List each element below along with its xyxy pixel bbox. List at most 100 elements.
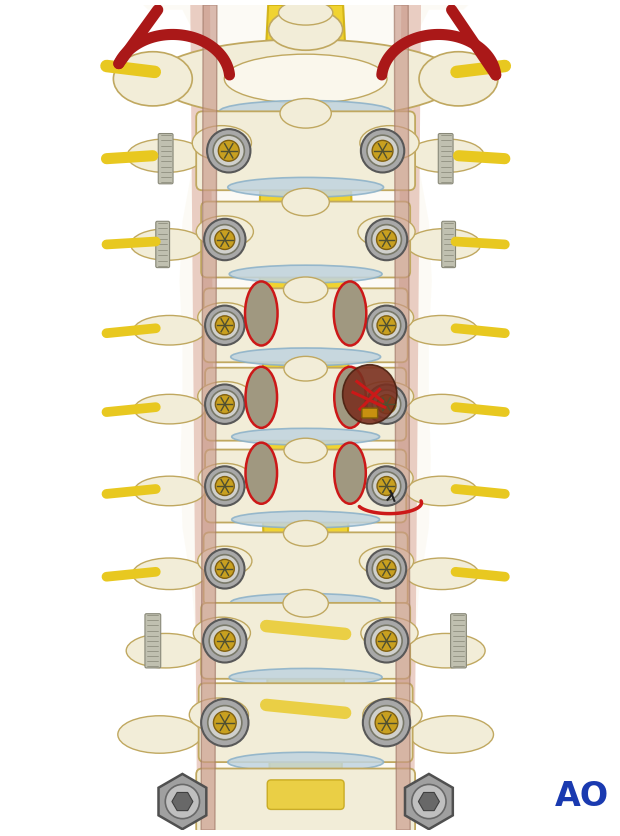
Ellipse shape <box>358 217 415 248</box>
FancyBboxPatch shape <box>205 450 406 522</box>
FancyBboxPatch shape <box>451 614 466 668</box>
Text: AO: AO <box>555 779 609 813</box>
Ellipse shape <box>405 316 478 345</box>
Ellipse shape <box>334 443 366 504</box>
Ellipse shape <box>231 594 381 611</box>
Circle shape <box>376 630 397 651</box>
Ellipse shape <box>360 303 414 333</box>
Circle shape <box>373 312 401 340</box>
Circle shape <box>213 136 244 167</box>
Ellipse shape <box>192 126 252 161</box>
Ellipse shape <box>268 10 343 51</box>
Polygon shape <box>143 6 468 830</box>
Circle shape <box>375 711 398 734</box>
Ellipse shape <box>133 316 206 345</box>
Polygon shape <box>394 6 421 830</box>
Polygon shape <box>405 774 453 829</box>
Circle shape <box>166 784 200 818</box>
Ellipse shape <box>113 53 192 107</box>
Circle shape <box>365 619 408 663</box>
Polygon shape <box>201 6 217 830</box>
Ellipse shape <box>134 477 205 506</box>
Ellipse shape <box>406 634 485 668</box>
Ellipse shape <box>278 306 343 434</box>
Ellipse shape <box>189 698 249 732</box>
Circle shape <box>205 466 244 506</box>
Ellipse shape <box>363 698 422 732</box>
Ellipse shape <box>407 140 484 173</box>
Circle shape <box>211 555 239 584</box>
Ellipse shape <box>196 217 254 248</box>
Circle shape <box>412 784 446 818</box>
FancyBboxPatch shape <box>362 409 378 419</box>
Ellipse shape <box>283 278 328 303</box>
Circle shape <box>210 226 240 255</box>
Ellipse shape <box>198 303 252 333</box>
Circle shape <box>218 141 239 162</box>
FancyBboxPatch shape <box>267 780 344 809</box>
Ellipse shape <box>133 558 206 590</box>
Ellipse shape <box>410 716 494 753</box>
Ellipse shape <box>232 512 379 528</box>
FancyBboxPatch shape <box>145 614 161 668</box>
Ellipse shape <box>334 282 366 346</box>
Ellipse shape <box>232 429 379 446</box>
Circle shape <box>215 230 235 250</box>
Circle shape <box>372 141 393 162</box>
Polygon shape <box>159 774 206 829</box>
Ellipse shape <box>406 395 477 425</box>
Polygon shape <box>172 793 193 811</box>
Ellipse shape <box>360 464 413 493</box>
Circle shape <box>215 477 234 496</box>
Circle shape <box>367 549 406 589</box>
Ellipse shape <box>361 618 418 649</box>
Polygon shape <box>190 6 217 830</box>
Circle shape <box>377 395 396 414</box>
FancyBboxPatch shape <box>196 768 415 834</box>
Circle shape <box>205 306 244 345</box>
Circle shape <box>377 317 396 335</box>
Ellipse shape <box>283 590 329 618</box>
FancyBboxPatch shape <box>196 112 415 191</box>
Ellipse shape <box>229 266 382 283</box>
Ellipse shape <box>134 395 205 425</box>
Ellipse shape <box>126 634 205 668</box>
FancyBboxPatch shape <box>203 533 408 605</box>
Ellipse shape <box>334 367 366 428</box>
Circle shape <box>366 220 407 261</box>
Circle shape <box>211 390 239 419</box>
Ellipse shape <box>245 282 278 346</box>
Circle shape <box>215 317 234 335</box>
FancyBboxPatch shape <box>441 222 456 268</box>
Circle shape <box>207 130 250 173</box>
Circle shape <box>377 560 396 579</box>
Polygon shape <box>418 793 440 811</box>
Ellipse shape <box>193 618 250 649</box>
Circle shape <box>367 466 406 506</box>
Ellipse shape <box>131 229 205 261</box>
Ellipse shape <box>360 547 414 576</box>
FancyBboxPatch shape <box>156 222 170 268</box>
Ellipse shape <box>246 367 277 428</box>
Circle shape <box>371 625 402 656</box>
Ellipse shape <box>224 55 387 104</box>
Ellipse shape <box>228 178 384 198</box>
Ellipse shape <box>127 140 204 173</box>
Circle shape <box>370 706 404 740</box>
Circle shape <box>373 472 401 501</box>
Polygon shape <box>394 6 410 830</box>
Ellipse shape <box>406 477 477 506</box>
Ellipse shape <box>280 99 331 129</box>
Ellipse shape <box>219 101 392 123</box>
FancyBboxPatch shape <box>205 369 406 441</box>
Ellipse shape <box>360 382 414 411</box>
Circle shape <box>371 226 401 255</box>
Ellipse shape <box>405 558 479 590</box>
Circle shape <box>373 390 401 419</box>
FancyBboxPatch shape <box>203 289 408 363</box>
Circle shape <box>208 706 242 740</box>
Circle shape <box>361 130 404 173</box>
Circle shape <box>203 619 247 663</box>
Circle shape <box>211 472 239 501</box>
Polygon shape <box>259 6 353 830</box>
